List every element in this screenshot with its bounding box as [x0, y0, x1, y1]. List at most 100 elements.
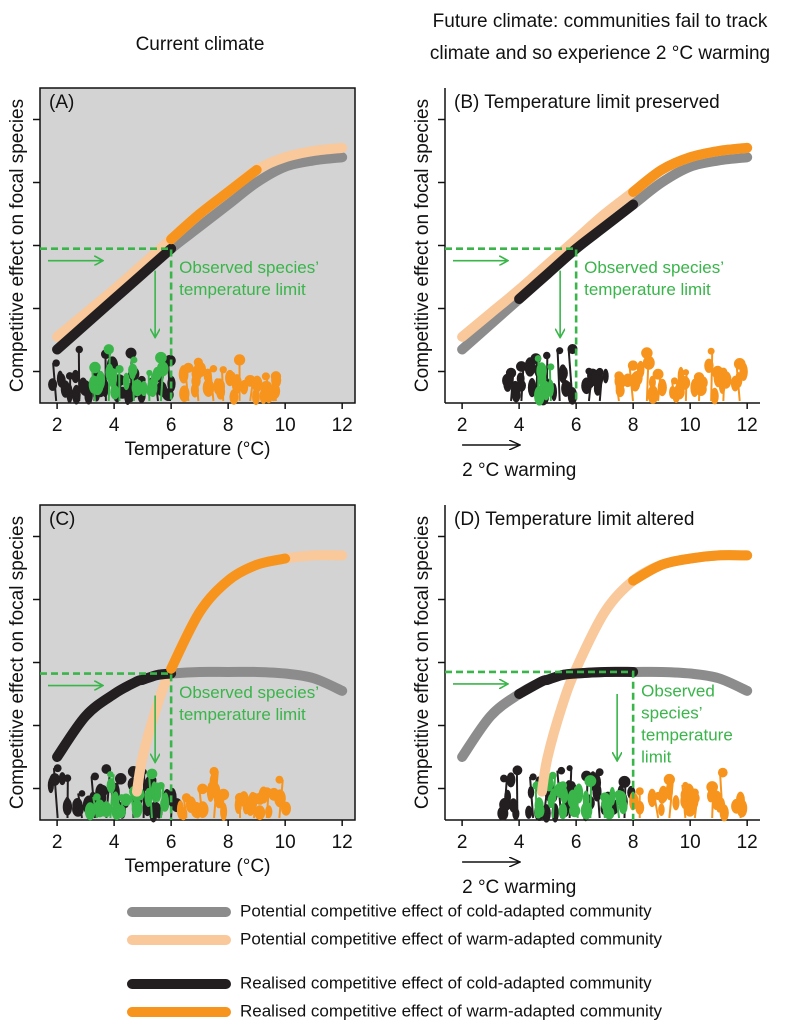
plant-leaf: [567, 789, 579, 809]
x-tick-label: 8: [223, 832, 234, 853]
plant-flower: [556, 347, 564, 355]
x-tick-label: 12: [737, 415, 758, 436]
plant-leaf: [179, 807, 188, 821]
limit-line: [445, 670, 635, 820]
plant-flower: [197, 783, 208, 795]
legend-label: Realised competitive effect of warm-adap…: [240, 1001, 663, 1020]
plant-flower: [181, 793, 192, 803]
plant-leaf: [647, 385, 659, 404]
y-axis-label: Competitive effect on focal species: [7, 99, 28, 392]
plant-leaf: [527, 378, 537, 398]
plant-leaf: [131, 379, 144, 397]
plant-flower: [549, 771, 557, 780]
plant-flower: [663, 773, 675, 786]
plant-leaf: [156, 361, 169, 377]
plant-flower: [614, 789, 624, 800]
annotation: Observed species’: [179, 258, 319, 277]
plant-flower: [682, 369, 690, 376]
plant-leaf: [108, 368, 118, 381]
plant-flower: [670, 377, 679, 385]
panel-title: (A): [49, 92, 74, 113]
x-tick-label: 6: [571, 415, 582, 436]
plant-flower: [115, 365, 124, 374]
plant-leaf: [730, 375, 740, 392]
x-tick-label: 4: [514, 832, 525, 853]
plant-leaf: [509, 798, 518, 813]
plant-flower: [275, 775, 284, 784]
plant-flower: [219, 366, 227, 374]
plant-leaf: [260, 380, 273, 394]
x-tick-label: 2: [457, 415, 468, 436]
plant-flower: [600, 792, 610, 803]
plant-flower: [543, 351, 551, 360]
plant-leaf: [88, 375, 99, 394]
plant-leaf: [561, 366, 568, 380]
plant-stem: [615, 794, 621, 819]
plant-leaf: [636, 360, 645, 379]
curve: [628, 142, 753, 197]
y-axis-label: Competitive effect on focal species: [7, 516, 28, 809]
plant-flower: [719, 367, 728, 376]
plant-leaf: [718, 797, 726, 817]
plant-flower: [652, 368, 664, 380]
panel-title: (D) Temperature limit altered: [454, 509, 694, 530]
plant-flower: [566, 765, 573, 772]
plant-flower: [183, 362, 194, 373]
panel: 2 4 6 8 10 12 (D) Temperature limit altered Com…: [412, 505, 760, 898]
plant-flower: [217, 788, 230, 801]
plant-leaf: [72, 798, 83, 813]
plant-leaf: [191, 365, 203, 382]
column-header: Current climate: [136, 34, 265, 55]
annotation: temperature: [641, 725, 733, 744]
plant-stem: [556, 350, 561, 402]
plant-leaf: [711, 790, 722, 805]
x-tick-label: 6: [166, 832, 177, 853]
plant-flower: [101, 764, 112, 774]
plant-flower: [682, 781, 689, 788]
plant-leaf: [140, 380, 148, 397]
plant-leaf: [131, 799, 143, 818]
plant-leaf: [558, 803, 568, 820]
plant-flower: [146, 369, 153, 377]
plant-leaf: [527, 786, 535, 799]
plant-leaf: [580, 801, 593, 820]
plant-leaf: [84, 802, 96, 821]
plant-flower: [53, 764, 62, 773]
plant-leaf: [658, 785, 669, 803]
x-tick-label: 6: [571, 832, 582, 853]
plant-leaf: [268, 787, 280, 801]
plant-flower: [146, 768, 158, 780]
plant-flower: [596, 367, 604, 376]
annotation: temperature limit: [584, 280, 711, 299]
plant-leaf: [537, 804, 545, 818]
plant-flower: [89, 361, 101, 374]
plant-flower: [733, 358, 746, 370]
plant-leaf: [525, 805, 533, 819]
plant-flower: [706, 781, 718, 793]
plant-leaf: [506, 772, 516, 788]
curve: [514, 666, 639, 699]
plant-leaf: [116, 805, 126, 818]
plant-leaf: [203, 368, 212, 383]
x-tick-label: 8: [628, 415, 639, 436]
plant-flower: [737, 793, 744, 801]
plant-flower: [93, 793, 101, 801]
plant-leaf: [534, 385, 545, 406]
plant-leaf: [581, 377, 592, 395]
plant-flower: [261, 372, 270, 381]
plant-leaf: [549, 788, 557, 804]
x-axis-label: Temperature (°C): [125, 439, 271, 460]
plant-flower: [512, 765, 523, 776]
x-tick-label: 4: [109, 415, 120, 436]
plant-leaf: [265, 805, 273, 819]
plant-flower: [125, 347, 137, 359]
plant-flower: [573, 785, 582, 794]
column-header: Future climate: communities fail to trac…: [433, 11, 768, 32]
plant-leaf: [648, 375, 656, 389]
plant-flower: [585, 367, 593, 375]
plant-leaf: [684, 804, 696, 817]
x-tick-label: 10: [680, 415, 701, 436]
plant-flower: [209, 364, 218, 373]
plant-leaf: [49, 773, 61, 786]
